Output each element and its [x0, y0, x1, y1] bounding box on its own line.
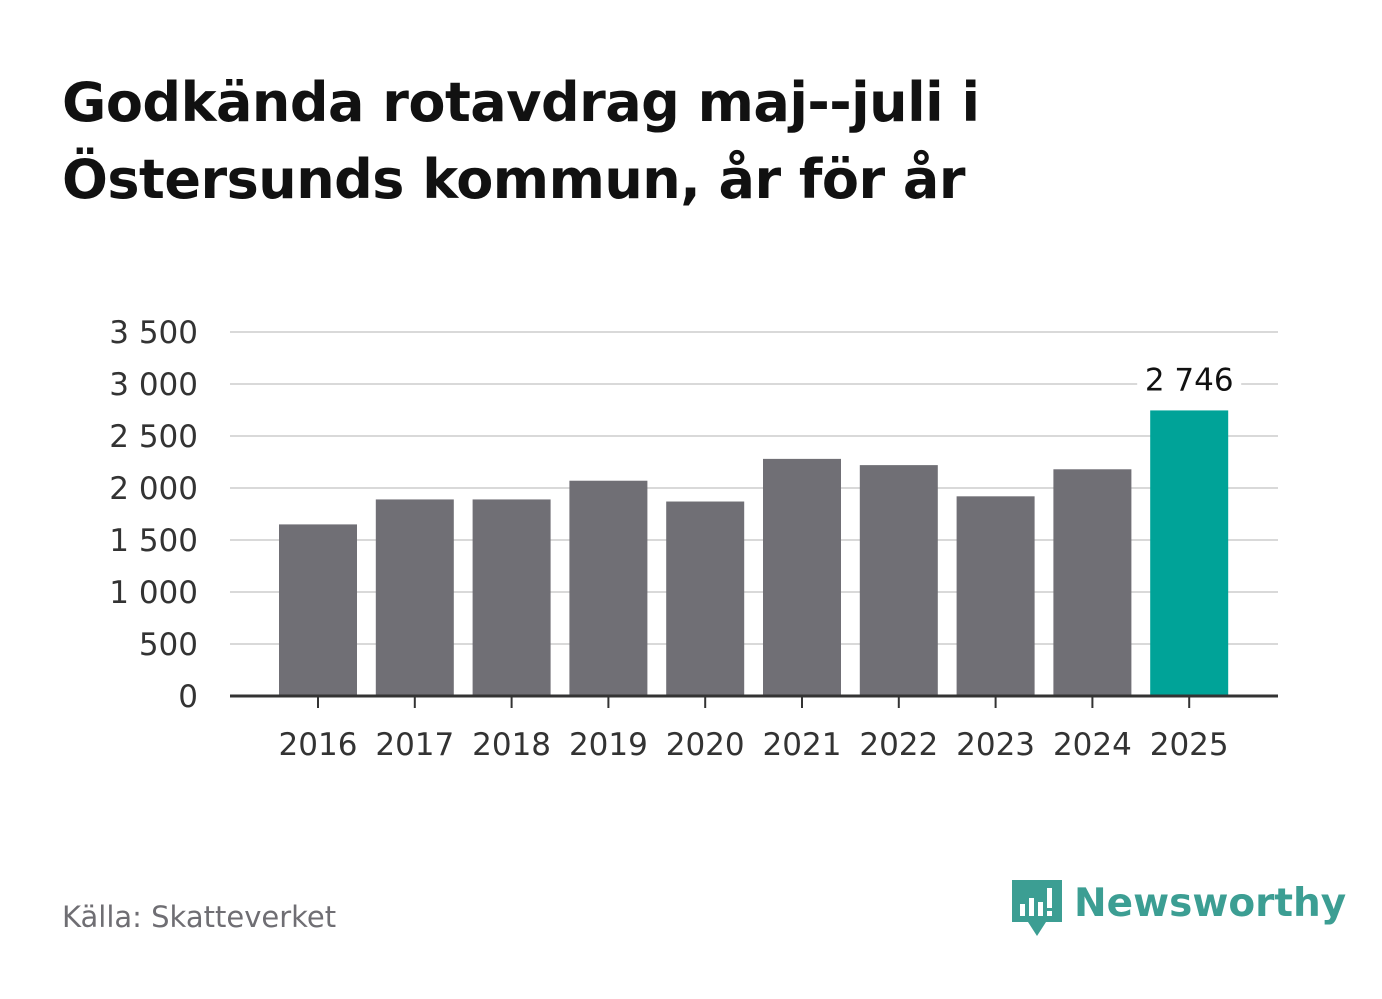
x-tick-label: 2022 — [859, 727, 938, 763]
y-tick-label: 500 — [139, 627, 198, 663]
y-tick-label: 2 000 — [109, 471, 198, 507]
bar — [279, 524, 357, 696]
x-tick-label: 2024 — [1053, 727, 1132, 763]
newsworthy-logo: Newsworthy — [1012, 880, 1346, 940]
source-note: Källa: Skatteverket — [62, 900, 337, 934]
bar — [956, 496, 1035, 696]
bar — [666, 501, 745, 696]
bar — [569, 480, 648, 696]
x-tick-label: 2017 — [375, 727, 454, 763]
x-tick-label: 2021 — [763, 727, 842, 763]
bar — [1150, 410, 1229, 696]
y-tick-label: 3 000 — [109, 367, 198, 403]
y-tick-label: 1 000 — [109, 575, 198, 611]
x-tick-label: 2025 — [1150, 727, 1229, 763]
chart-title: Godkända rotavdrag maj--juli i Östersund… — [62, 64, 1262, 218]
y-tick-label: 3 500 — [109, 315, 198, 351]
bar — [472, 499, 551, 696]
bar — [1053, 469, 1132, 696]
newsworthy-logo-icon — [1012, 880, 1062, 936]
brand-name: Newsworthy — [1074, 881, 1347, 926]
x-tick-label: 2016 — [279, 727, 358, 763]
x-tick-label: 2018 — [472, 727, 551, 763]
data-label: 2 746 — [1145, 362, 1234, 398]
x-tick-label: 2019 — [569, 727, 648, 763]
y-tick-label: 0 — [178, 679, 198, 715]
y-tick-label: 2 500 — [109, 419, 198, 455]
x-tick-label: 2023 — [956, 727, 1035, 763]
title-line-2: Östersunds kommun, år för år — [62, 148, 966, 211]
data-label-bg — [1137, 360, 1242, 401]
x-tick-label: 2020 — [666, 727, 745, 763]
bar — [763, 458, 841, 696]
y-tick-label: 1 500 — [109, 523, 198, 559]
bar — [375, 499, 454, 696]
title-line-1: Godkända rotavdrag maj--juli i — [62, 71, 980, 134]
bar — [859, 465, 938, 696]
